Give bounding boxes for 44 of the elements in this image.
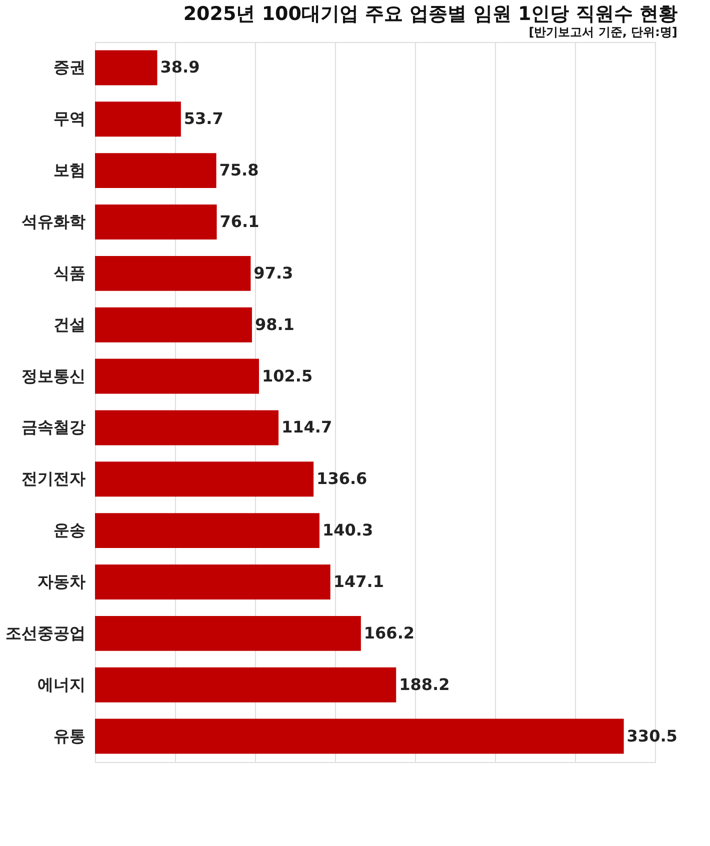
bar — [95, 153, 216, 188]
y-tick-label: 정보통신 — [22, 368, 86, 386]
data-label: 147.1 — [333, 572, 384, 591]
bar — [95, 307, 252, 342]
y-tick-label: 에너지 — [38, 676, 86, 694]
bar — [95, 513, 320, 548]
bar — [95, 667, 396, 702]
bar — [95, 50, 158, 86]
data-label: 166.2 — [364, 623, 415, 642]
chart-subtitle: [반기보고서 기준, 단위:명] — [528, 25, 678, 39]
data-label: 330.5 — [626, 726, 678, 746]
data-label: 188.2 — [399, 674, 450, 694]
y-tick-label: 금속철강 — [22, 420, 86, 437]
bar — [95, 564, 330, 600]
y-tick-label: 자동차 — [38, 574, 86, 591]
y-tick-label: 식품 — [54, 265, 86, 282]
y-tick-label: 운송 — [54, 522, 86, 540]
y-tick-label: 증권 — [54, 60, 86, 77]
bar — [95, 462, 314, 497]
data-label: 140.3 — [322, 520, 374, 540]
data-label: 102.5 — [262, 366, 313, 386]
bar — [95, 256, 251, 291]
data-label: 76.1 — [220, 212, 260, 231]
bar — [95, 718, 624, 754]
data-label: 53.7 — [184, 109, 224, 128]
chart-title: 2025년 100대기업 주요 업종별 임원 1인당 직원수 현황 — [183, 3, 678, 25]
bar — [95, 358, 259, 394]
data-label: 114.7 — [282, 418, 332, 437]
data-label: 97.3 — [254, 263, 294, 282]
data-label: 38.9 — [160, 58, 200, 77]
y-tick-label: 전기전자 — [22, 471, 86, 488]
y-tick-label: 조선중공업 — [6, 625, 86, 642]
y-tick-label: 건설 — [54, 316, 86, 334]
bar — [95, 616, 361, 651]
y-tick-label: 석유화학 — [22, 214, 86, 231]
y-tick-label: 보험 — [54, 162, 86, 180]
bar — [95, 102, 181, 137]
y-tick-label: 유통 — [54, 728, 86, 746]
bar — [95, 410, 279, 446]
bar — [95, 204, 217, 240]
data-label: 136.6 — [316, 469, 368, 488]
y-tick-label: 무역 — [54, 111, 86, 128]
data-label: 75.8 — [219, 160, 259, 180]
data-label: 98.1 — [254, 314, 294, 334]
